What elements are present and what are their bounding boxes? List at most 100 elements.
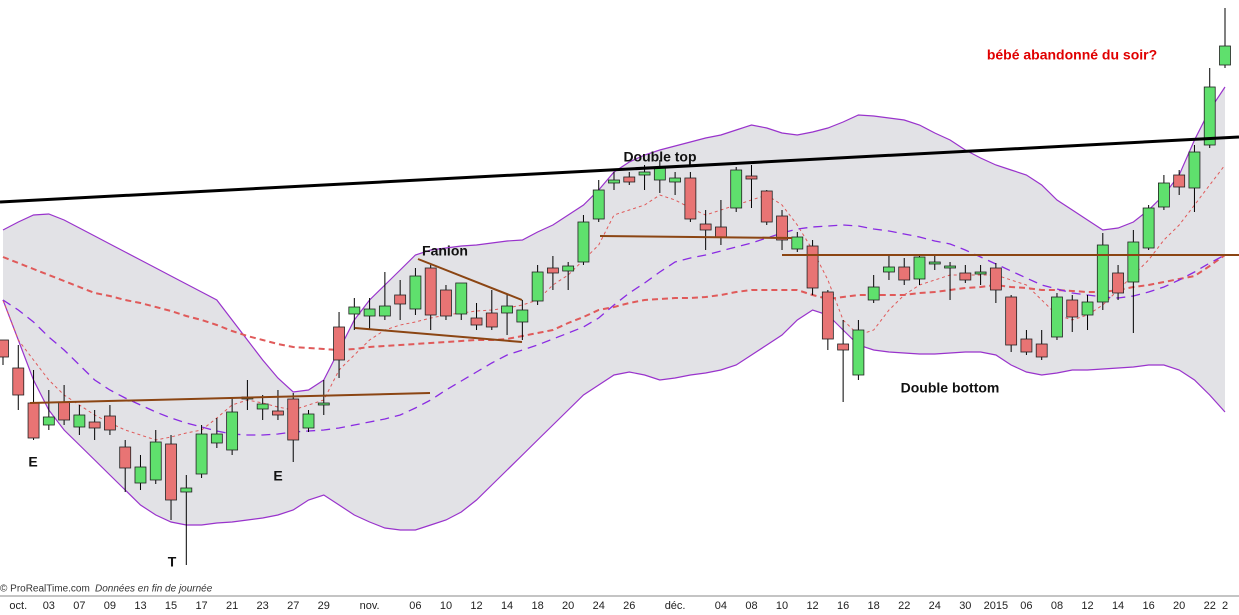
footer-note: Données en fin de journée bbox=[95, 584, 213, 595]
candle-body bbox=[317, 402, 330, 406]
x-tick-label: 03 bbox=[43, 600, 55, 612]
candle-body bbox=[440, 289, 452, 317]
candle-body bbox=[623, 176, 636, 183]
x-tick-label: oct. bbox=[9, 600, 27, 612]
x-tick-label: 10 bbox=[776, 600, 788, 612]
candle-body bbox=[195, 433, 208, 475]
x-tick-label: 2 bbox=[1222, 600, 1228, 612]
candle-body bbox=[0, 339, 9, 358]
annotation: bébé abandonné du soir? bbox=[987, 47, 1157, 63]
x-tick-label: 07 bbox=[73, 600, 85, 612]
candle-body bbox=[302, 413, 315, 429]
candle-body bbox=[180, 487, 193, 493]
candle-body bbox=[42, 416, 55, 426]
x-tick-label: 21 bbox=[226, 600, 238, 612]
candle-body bbox=[944, 265, 956, 269]
candle-body bbox=[1188, 151, 1201, 189]
trend-lines bbox=[0, 135, 1239, 404]
candle-body bbox=[88, 421, 101, 429]
candle-body bbox=[409, 275, 422, 310]
x-tick-label: 2015 bbox=[984, 600, 1008, 612]
candle-body bbox=[1066, 299, 1079, 318]
band-lower bbox=[2, 299, 1226, 531]
candle-body bbox=[470, 317, 483, 326]
candle-body bbox=[333, 326, 345, 361]
candle-body bbox=[562, 265, 575, 272]
candle-body bbox=[363, 308, 376, 317]
candle-body bbox=[974, 271, 987, 275]
x-tick-label: 12 bbox=[470, 600, 482, 612]
candle-body bbox=[287, 398, 300, 441]
candle-body bbox=[928, 261, 941, 265]
pennant-lower bbox=[354, 327, 523, 343]
candle-body bbox=[394, 294, 407, 305]
x-tick-label: 20 bbox=[1173, 600, 1185, 612]
x-tick-label: 16 bbox=[1143, 600, 1155, 612]
annotation: E bbox=[273, 468, 282, 484]
candle-body bbox=[1203, 86, 1216, 146]
neckline bbox=[29, 392, 431, 404]
candle-body bbox=[27, 402, 40, 439]
candle-body bbox=[424, 267, 437, 316]
x-tick-label: 08 bbox=[745, 600, 757, 612]
annotation: E bbox=[28, 454, 37, 470]
double-top-line bbox=[599, 235, 793, 239]
x-tick-label: 24 bbox=[593, 600, 605, 612]
x-tick-label: 27 bbox=[287, 600, 299, 612]
candle-body bbox=[1051, 296, 1063, 338]
x-tick-label: 08 bbox=[1051, 600, 1063, 612]
x-tick-label: 16 bbox=[837, 600, 849, 612]
candle-body bbox=[1158, 182, 1170, 208]
candle-body bbox=[1127, 241, 1140, 283]
candle-body bbox=[272, 410, 284, 416]
x-tick-label: 20 bbox=[562, 600, 574, 612]
x-tick-label: 18 bbox=[868, 600, 880, 612]
x-tick-label: 18 bbox=[532, 600, 544, 612]
candle-body bbox=[547, 267, 559, 274]
x-tick-label: 26 bbox=[623, 600, 635, 612]
annotation: Fanion bbox=[422, 243, 468, 259]
x-tick-label: 10 bbox=[440, 600, 452, 612]
footer-source: © ProRealTime.com bbox=[0, 584, 90, 595]
candle-body bbox=[638, 171, 651, 176]
x-tick-label: 22 bbox=[898, 600, 910, 612]
candle-body bbox=[776, 215, 788, 241]
candle-body bbox=[760, 190, 773, 223]
candle-body bbox=[883, 266, 895, 273]
x-axis: oct. 03 07 09 13 15 17 21 23 27 29 nov. 06 10 12 14 18 20… bbox=[9, 600, 1228, 612]
candle-body bbox=[959, 272, 972, 281]
candle-layer bbox=[0, 8, 1231, 565]
candle-body bbox=[989, 267, 1002, 291]
resistance-line bbox=[0, 135, 1239, 204]
annotation: T bbox=[168, 554, 177, 570]
candle-body bbox=[531, 271, 544, 302]
x-tick-label: nov. bbox=[360, 600, 380, 612]
candle-body bbox=[455, 282, 468, 315]
candle-body bbox=[852, 329, 865, 376]
candle-body bbox=[348, 306, 361, 315]
x-tick-label: 04 bbox=[715, 600, 727, 612]
candle-body bbox=[1096, 244, 1109, 303]
candle-body bbox=[867, 286, 880, 301]
candle-body bbox=[256, 403, 269, 410]
x-tick-label: 06 bbox=[409, 600, 421, 612]
candle-body bbox=[715, 226, 727, 238]
candle-body bbox=[58, 401, 70, 421]
x-tick-label: 12 bbox=[806, 600, 818, 612]
moving-average bbox=[2, 254, 1226, 352]
x-tick-label: 29 bbox=[318, 600, 330, 612]
candle-body bbox=[730, 169, 743, 209]
candle-body bbox=[699, 223, 712, 231]
candle-body bbox=[1112, 272, 1124, 294]
x-tick-label: 24 bbox=[929, 600, 941, 612]
annotation: Double top bbox=[623, 149, 696, 165]
candle-body bbox=[134, 466, 147, 484]
candle-body bbox=[501, 305, 513, 314]
candle-body bbox=[73, 414, 86, 428]
moving-average bbox=[2, 224, 1226, 436]
candle-body bbox=[1081, 301, 1094, 316]
candle-body bbox=[837, 343, 850, 351]
x-tick-label: 30 bbox=[959, 600, 971, 612]
